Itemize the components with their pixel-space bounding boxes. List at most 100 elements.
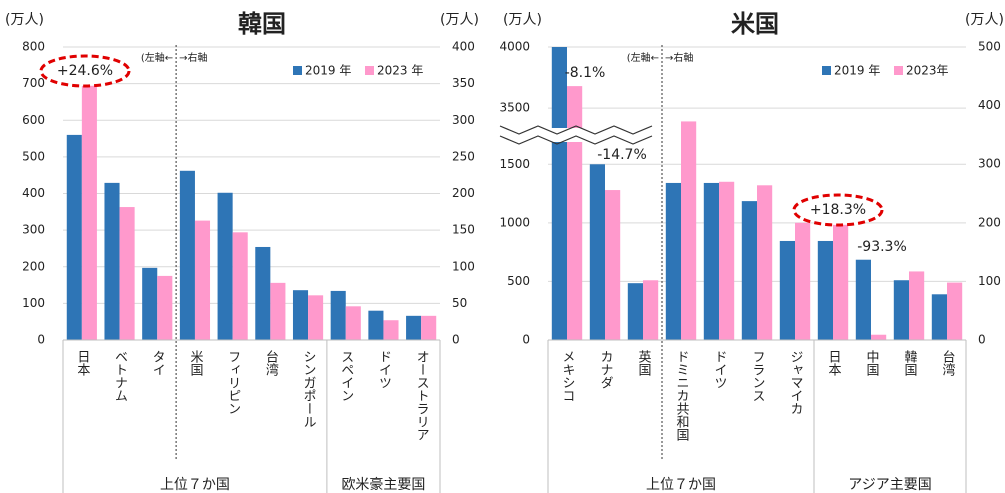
x-tick-label: ドイツ bbox=[712, 350, 727, 389]
y-tick-label: 1500 bbox=[499, 157, 530, 171]
y2-tick-label: 200 bbox=[978, 215, 1001, 229]
x-tick-label: シンガポール bbox=[301, 350, 316, 428]
y-tick-label: 3500 bbox=[499, 101, 530, 115]
group-label: 欧米豪主要国 bbox=[341, 477, 425, 493]
bar bbox=[292, 290, 309, 340]
bar bbox=[833, 222, 849, 340]
y2-tick-label: 300 bbox=[978, 157, 1001, 171]
bar bbox=[893, 280, 909, 340]
bar bbox=[567, 86, 583, 340]
bar bbox=[270, 282, 286, 340]
bar bbox=[308, 295, 324, 340]
y2-tick-label: 0 bbox=[978, 333, 986, 347]
bar bbox=[179, 170, 195, 340]
bar bbox=[665, 182, 681, 340]
y2-tick-label: 400 bbox=[452, 40, 475, 54]
bar bbox=[947, 282, 963, 340]
y-tick-label: 800 bbox=[22, 40, 45, 54]
chart-title: 韓国 bbox=[238, 10, 286, 38]
y2-tick-label: 200 bbox=[452, 186, 475, 200]
legend-swatch bbox=[293, 66, 302, 75]
legend-label: 2019 年 bbox=[305, 64, 351, 78]
bar bbox=[605, 190, 621, 340]
y2-tick-label: 100 bbox=[452, 259, 475, 273]
bar bbox=[194, 220, 211, 340]
x-tick-label: ジャマイカ bbox=[788, 350, 803, 415]
annotation: -14.7% bbox=[597, 147, 647, 163]
x-tick-label: 日本 bbox=[74, 350, 90, 376]
x-tick-label: 米国 bbox=[187, 350, 203, 376]
group-label: 上位７か国 bbox=[646, 477, 716, 493]
bar bbox=[871, 334, 887, 340]
y2-tick-label: 50 bbox=[452, 296, 467, 310]
bar bbox=[157, 275, 173, 340]
x-tick-label: フィリピン bbox=[225, 350, 240, 415]
y-tick-label: 4000 bbox=[499, 40, 530, 54]
annotation: -93.3% bbox=[857, 239, 907, 255]
bar bbox=[817, 240, 833, 340]
y2-tick-label: 150 bbox=[452, 223, 475, 237]
legend-swatch bbox=[894, 66, 903, 75]
annotation: +18.3% bbox=[810, 202, 866, 218]
bar bbox=[421, 315, 437, 340]
x-tick-label: カナダ bbox=[598, 350, 613, 389]
x-tick-label: オーストラリア bbox=[414, 350, 429, 441]
y-tick-label: 500 bbox=[507, 274, 530, 288]
axis-note: (左軸← bbox=[627, 51, 659, 64]
legend-label: 2023 年 bbox=[377, 64, 423, 78]
y-axis-unit: (万人) bbox=[5, 12, 44, 28]
annotation-circle bbox=[792, 193, 884, 227]
x-tick-label: フランス bbox=[750, 350, 765, 402]
bar bbox=[551, 47, 567, 340]
axis-note: →右軸 bbox=[179, 51, 207, 64]
bar bbox=[627, 283, 643, 340]
bar bbox=[217, 192, 233, 340]
bar bbox=[119, 207, 135, 340]
y2-tick-label: 0 bbox=[452, 333, 460, 347]
x-tick-label: ベトナム bbox=[112, 350, 128, 402]
bar bbox=[681, 121, 697, 340]
axis-note: →右軸 bbox=[665, 51, 693, 64]
y2-tick-label: 350 bbox=[452, 76, 475, 90]
annotation-circle bbox=[39, 54, 131, 88]
y2-tick-label: 100 bbox=[978, 274, 1001, 288]
y2-tick-label: 500 bbox=[978, 40, 1001, 54]
y2-tick-label: 300 bbox=[452, 113, 475, 127]
group-label: 上位７か国 bbox=[160, 477, 230, 493]
bar bbox=[719, 181, 735, 340]
bar bbox=[142, 267, 158, 340]
y-tick-label: 0 bbox=[37, 333, 45, 347]
y-tick-label: 200 bbox=[22, 259, 45, 273]
y-tick-label: 100 bbox=[22, 296, 45, 310]
annotation: +24.6% bbox=[57, 63, 113, 79]
x-tick-label: ドミニカ共和国 bbox=[674, 350, 690, 441]
bar bbox=[795, 222, 811, 340]
bar bbox=[741, 201, 757, 340]
axis-note: (左軸← bbox=[141, 51, 173, 64]
bar bbox=[81, 85, 97, 340]
y-tick-label: 1000 bbox=[499, 215, 530, 229]
y-tick-label: 400 bbox=[22, 186, 45, 200]
x-tick-label: タイ bbox=[150, 350, 165, 376]
bar bbox=[330, 290, 346, 340]
y2-tick-label: 250 bbox=[452, 149, 475, 163]
bar bbox=[406, 315, 422, 340]
bar bbox=[66, 134, 82, 340]
bar bbox=[368, 310, 384, 340]
axis-break-band bbox=[498, 128, 658, 142]
bar bbox=[779, 240, 795, 340]
y-tick-label: 500 bbox=[22, 149, 45, 163]
y-tick-label: 600 bbox=[22, 113, 45, 127]
x-tick-label: 日本 bbox=[826, 350, 842, 376]
y-tick-label: 300 bbox=[22, 223, 45, 237]
bar bbox=[232, 232, 248, 340]
bar bbox=[104, 182, 120, 340]
chart-title: 米国 bbox=[731, 10, 779, 38]
x-tick-label: ドイツ bbox=[376, 350, 391, 389]
legend-label: 2023年 bbox=[906, 64, 949, 78]
bar bbox=[383, 320, 399, 340]
bar bbox=[931, 294, 947, 340]
bar bbox=[255, 246, 271, 340]
bar bbox=[909, 271, 925, 340]
x-tick-label: 英国 bbox=[636, 350, 652, 376]
